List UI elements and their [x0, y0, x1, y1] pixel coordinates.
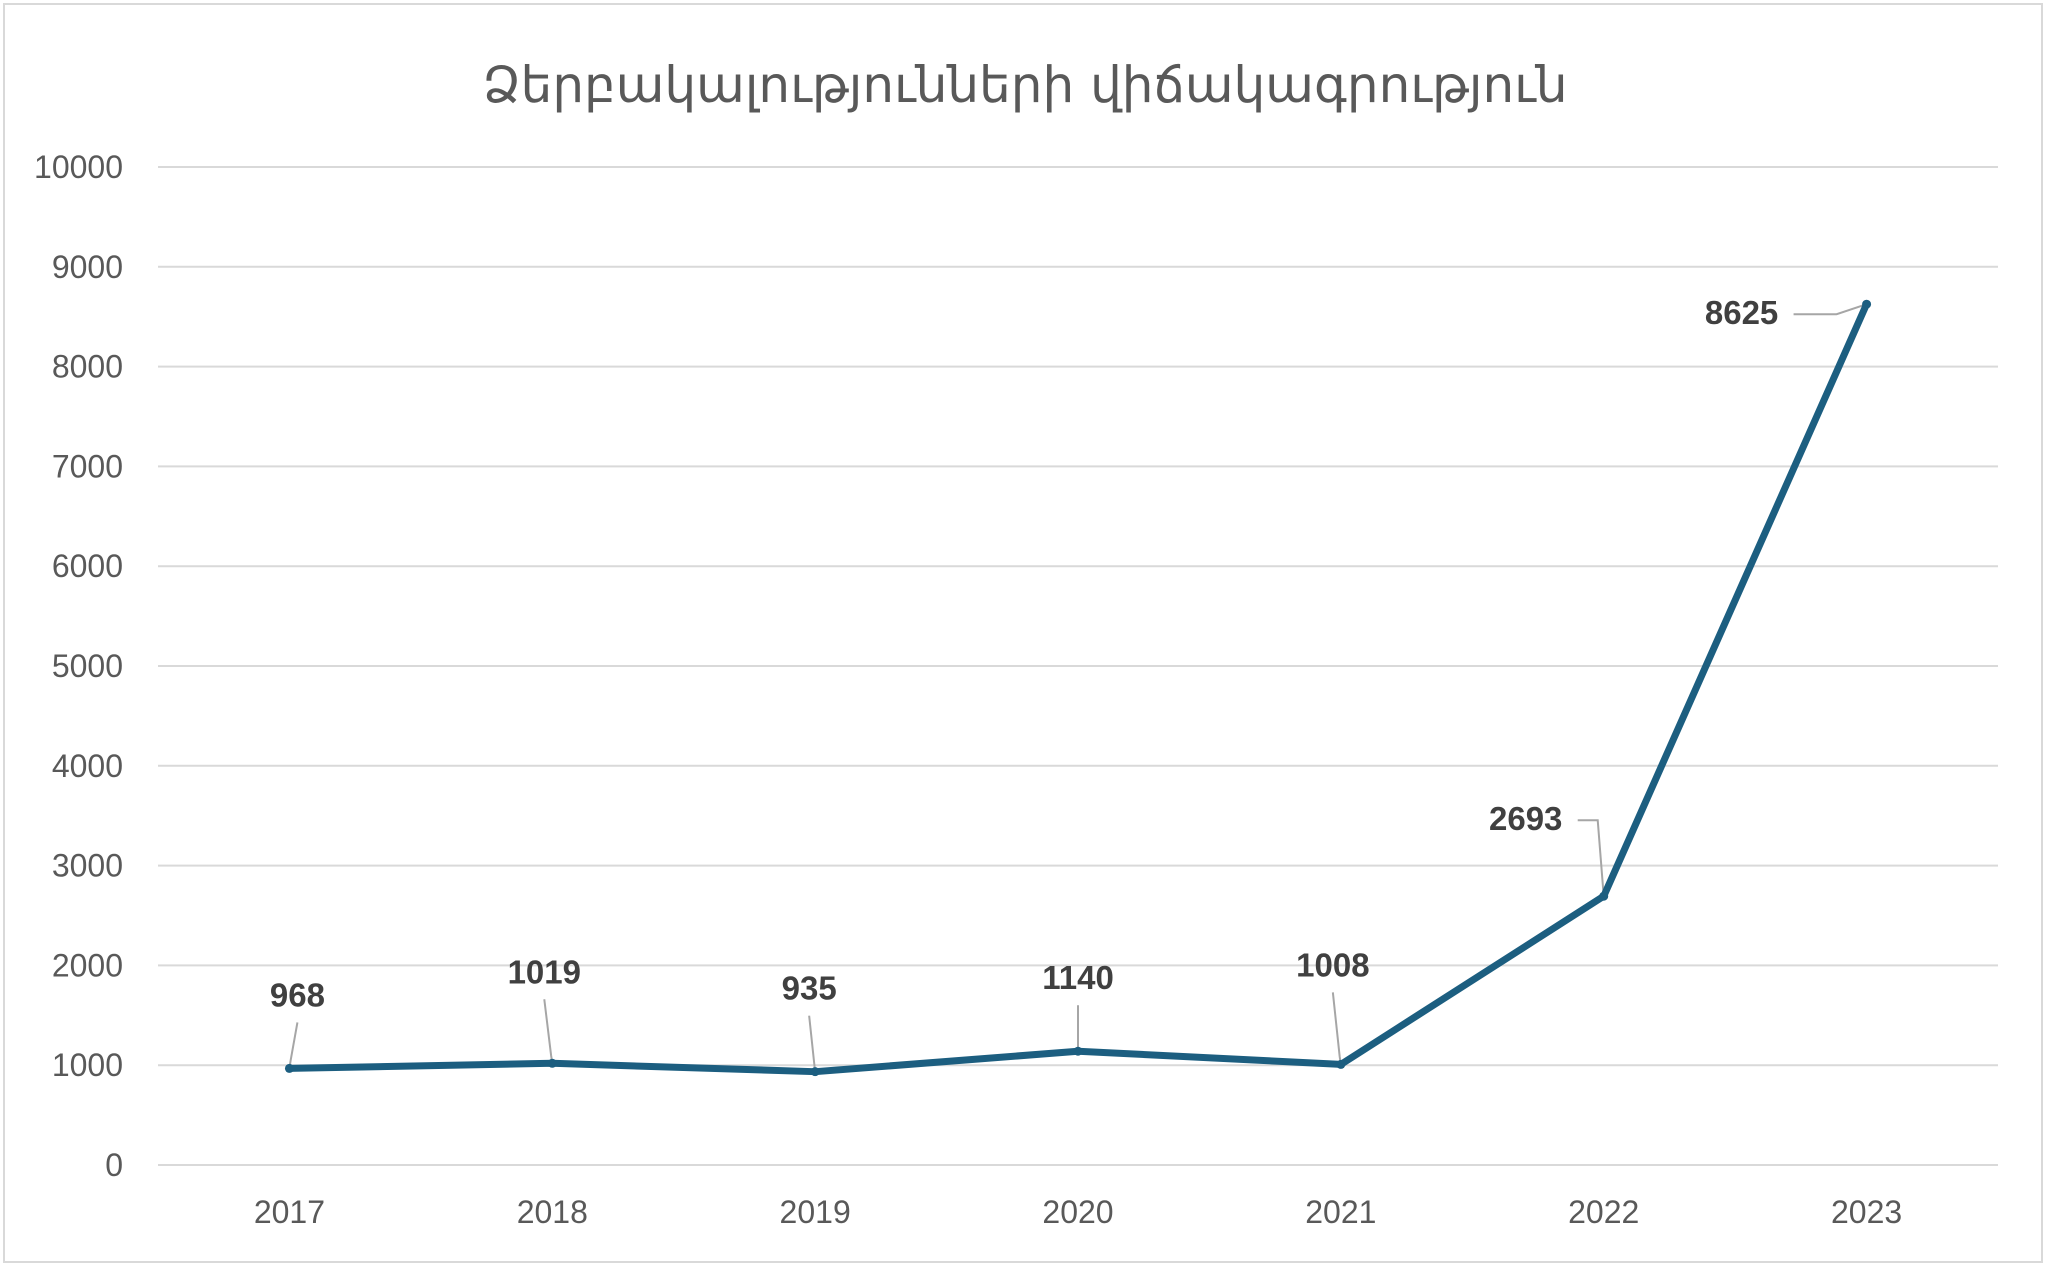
y-tick-label: 5000 [52, 648, 123, 684]
data-label: 2693 [1489, 800, 1562, 837]
leader-line [1793, 303, 1867, 316]
leader-line [808, 1015, 817, 1072]
y-tick-label: 0 [105, 1147, 123, 1183]
data-point [284, 1063, 294, 1073]
data-point [1599, 891, 1609, 901]
x-tick-label: 2017 [254, 1194, 325, 1230]
y-tick-label: 8000 [52, 349, 123, 385]
chart-frame: Ձերբակալությունների վիճակագրություն 0 100… [3, 3, 2043, 1263]
data-label: 935 [782, 970, 837, 1007]
x-axis-tick-labels: 2017 2018 2019 2020 2021 2022 2023 [254, 1194, 1902, 1230]
y-tick-label: 6000 [52, 548, 123, 584]
x-tick-label: 2021 [1305, 1194, 1376, 1230]
leader-line [1331, 992, 1342, 1065]
y-tick-label: 7000 [52, 448, 123, 484]
series-layer [284, 299, 1872, 1077]
data-point [1073, 1046, 1083, 1056]
data-label: 8625 [1705, 294, 1778, 331]
y-axis-tick-labels: 0 1000 2000 3000 4000 5000 6000 7000 8000 9000 100… [34, 149, 123, 1183]
leader-line [543, 999, 554, 1064]
data-label: 1140 [1042, 959, 1114, 996]
data-point [1336, 1059, 1346, 1069]
data-label: 1008 [1296, 946, 1369, 983]
x-tick-label: 2022 [1568, 1194, 1639, 1230]
x-tick-label: 2018 [517, 1194, 588, 1230]
data-label: 1019 [508, 953, 581, 990]
line-chart: Ձերբակալությունների վիճակագրություն 0 100… [34, 56, 1998, 1230]
x-tick-label: 2019 [780, 1194, 851, 1230]
data-labels: 968 1019 935 1140 1008 2693 8625 [270, 294, 1778, 1013]
y-tick-label: 10000 [34, 149, 123, 185]
data-point [1862, 299, 1872, 309]
leader-line [1577, 819, 1605, 897]
data-label: 968 [270, 976, 325, 1013]
y-tick-label: 9000 [52, 249, 123, 285]
x-tick-label: 2023 [1831, 1194, 1902, 1230]
x-tick-label: 2020 [1042, 1194, 1113, 1230]
y-tick-label: 2000 [52, 947, 123, 983]
leader-line [288, 1022, 299, 1069]
chart-title: Ձերբակալությունների վիճակագրություն [482, 56, 1567, 114]
data-point [810, 1067, 820, 1077]
y-tick-label: 4000 [52, 748, 123, 784]
data-point [547, 1058, 557, 1068]
y-tick-label: 3000 [52, 848, 123, 884]
y-tick-label: 1000 [52, 1047, 123, 1083]
